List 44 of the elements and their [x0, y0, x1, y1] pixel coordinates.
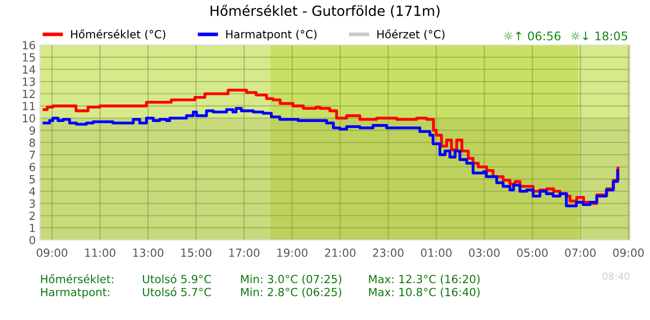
text: ☼↓ 18:05: [570, 31, 628, 40]
text: Min: 3.0°C (07:25): [241, 274, 342, 285]
y-tick-label: 2: [30, 212, 35, 220]
y-tick-label: 1: [30, 224, 35, 232]
x-tick-label: 19:00: [277, 248, 308, 257]
y-tick-label: 8: [30, 138, 36, 147]
y-tick-label: 4: [29, 187, 36, 196]
x-tick-label: 21:00: [325, 248, 356, 257]
text: Utolsó 5.7°C: [142, 287, 211, 296]
legend-label: Harmatpont (°C): [226, 30, 316, 41]
y-tick-label: 10: [22, 114, 36, 123]
text: Min: 2.8°C (06:25): [241, 288, 342, 298]
y-tick-label: 0: [29, 236, 36, 244]
y-tick-label: 5: [30, 175, 35, 184]
text: Max: 12.3°C (16:20): [369, 274, 480, 285]
y-tick-label: 11: [22, 102, 35, 110]
y-tick-label: 14: [22, 65, 36, 74]
text: Max: 10.8°C (16:40): [369, 288, 480, 298]
x-tick-label: 03:00: [469, 248, 500, 257]
legend-label: Hőérzet (°C): [377, 29, 444, 40]
y-tick-label: 16: [22, 40, 36, 50]
y-tick-label: 12: [22, 90, 35, 98]
x-tick-label: 01:00: [420, 248, 452, 257]
x-tick-label: 11:00: [85, 248, 116, 257]
text: Harmatpont:: [41, 288, 110, 298]
text: Utolsó 5.9°C: [142, 274, 211, 284]
legend-label: Hőmérséklet (°C): [71, 29, 166, 40]
x-tick-label: 13:00: [133, 248, 164, 257]
text: Hőmérséklet:: [41, 274, 114, 284]
chart-title: Hőmérséklet - Gutorfölde (171m): [210, 4, 440, 18]
y-tick-label: 6: [30, 162, 36, 172]
x-tick-label: 17:00: [229, 248, 260, 257]
y-tick-label: 3: [30, 199, 35, 208]
text: ☼↑ 06:56: [504, 31, 561, 40]
x-tick-label: 23:00: [373, 248, 404, 257]
x-tick-label: 05:00: [517, 248, 548, 257]
x-tick-label: 15:00: [181, 248, 212, 257]
x-tick-label: 09:00: [36, 248, 68, 257]
y-tick-label: 9: [29, 126, 36, 135]
x-tick-label: 09:00: [613, 248, 644, 257]
y-tick-label: 13: [22, 78, 35, 86]
x-tick-label: 07:00: [565, 248, 596, 257]
y-tick-label: 7: [30, 150, 35, 159]
y-tick-label: 15: [22, 53, 35, 62]
